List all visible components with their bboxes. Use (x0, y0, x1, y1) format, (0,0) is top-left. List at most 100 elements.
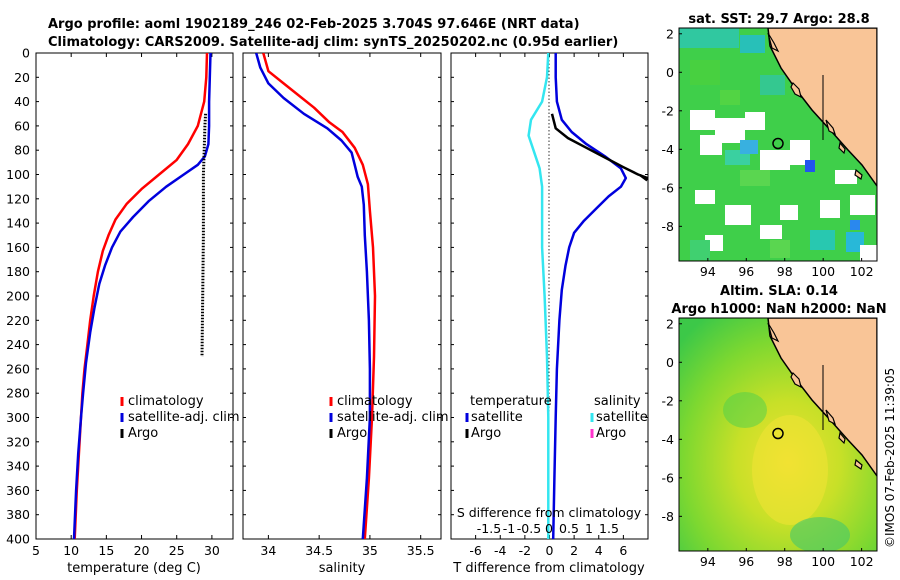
series-climatology (73, 53, 209, 539)
x-tick-label: 34 (260, 543, 276, 558)
sla-low-patch (723, 392, 767, 428)
depth-axis: 0 20 40 60 80 100 120 140 160 180 200 220 240 260 280 3… (6, 46, 648, 547)
series-s-satellite (527, 53, 550, 539)
depth-tick-label: 100 (6, 167, 30, 182)
depth-tick-label: 180 (6, 264, 30, 279)
sst-patch (760, 75, 785, 95)
lon-tick-label: 102 (850, 554, 874, 569)
sst-patch (805, 160, 815, 172)
s-diff-tick-label: 0 (545, 521, 553, 536)
lat-tick-label: -8 (662, 219, 675, 234)
x-tick-label: 10 (63, 543, 79, 558)
x-tick-label: 5 (32, 543, 40, 558)
lat-tick-label: 2 (666, 26, 674, 41)
difference-x-axis: -6 -4 -2 0 2 4 6 (469, 53, 627, 558)
lon-tick-label: 102 (850, 264, 874, 279)
island-pagai (854, 168, 863, 180)
island-sipora (838, 431, 846, 445)
x-tick-label: 34.5 (305, 543, 333, 558)
island-nias (790, 371, 802, 389)
argo-location-marker (772, 427, 784, 440)
depth-tick-label: 320 (6, 434, 30, 449)
series-t-satellite (551, 53, 628, 539)
sst-patch (770, 240, 790, 258)
s-difference-label: S difference from climatology (457, 505, 642, 520)
lon-tick-label: 100 (811, 554, 835, 569)
cloud-gap (745, 112, 765, 130)
cloud-gap (695, 190, 715, 204)
header-line-1: Argo profile: aoml 1902189_246 02-Feb-20… (48, 17, 580, 32)
depth-tick-label: 240 (6, 337, 30, 352)
sst-patch (810, 230, 835, 250)
sst-patch (740, 170, 770, 186)
depth-tick-label: 120 (6, 191, 30, 206)
depth-tick-label: 0 (22, 46, 30, 61)
island-siberut (825, 119, 837, 136)
legend-s-argo: Argo (596, 426, 626, 441)
lat-tick-label: -2 (662, 103, 674, 118)
lat-tick-label: -2 (662, 393, 674, 408)
x-tick-label: 20 (134, 543, 150, 558)
sst-patch (850, 220, 860, 230)
legend-satellite: satellite-adj. clim (128, 410, 240, 425)
sla-map-title-2: Argo h1000: NaN h2000: NaN (671, 302, 886, 317)
sst-patch (720, 90, 740, 105)
temperature-xlabel: temperature (deg C) (67, 561, 201, 576)
legend-argo: Argo (128, 426, 158, 441)
island-nias (790, 81, 802, 99)
depth-tick-label: 280 (6, 386, 30, 401)
sla-map (679, 318, 877, 551)
temperature-series (72, 53, 212, 539)
series-satellite-adj-clim (72, 53, 212, 539)
s-difference-ticks: -1.5 -1 -0.5 0 0.5 1 1.5 (477, 521, 619, 536)
lat-tick-label: -4 (662, 142, 675, 157)
lat-tick-label: 2 (666, 316, 674, 331)
argo-diff-overflow (639, 174, 649, 182)
sst-patch (740, 140, 758, 154)
lon-tick-label: 98 (777, 554, 793, 569)
lon-tick-label: 94 (700, 554, 716, 569)
depth-tick-label: 160 (6, 240, 30, 255)
island-pagai (854, 458, 863, 470)
cloud-gap (760, 225, 782, 239)
legend-climatology: climatology (128, 394, 204, 409)
lat-tick-label: -6 (662, 470, 675, 485)
depth-tick-label: 300 (6, 410, 30, 425)
x-tick-label: 35.5 (407, 543, 435, 558)
island-siberut (825, 409, 837, 426)
cloud-gap (790, 140, 810, 165)
depth-tick-label: 380 (6, 507, 30, 522)
x-tick-label: 2 (570, 543, 578, 558)
x-tick-label: -6 (469, 543, 482, 558)
sla-high-core (752, 415, 828, 525)
cloud-gap (690, 110, 715, 130)
salinity-x-axis: 34 34.5 35 35.5 (260, 53, 435, 558)
island-sipora (838, 141, 846, 155)
difference-series (527, 53, 648, 539)
legend-satellite: satellite-adj. clim (337, 410, 449, 425)
s-diff-tick-label: 1.5 (599, 521, 619, 536)
sst-patch (846, 232, 864, 252)
sst-patch (690, 60, 720, 85)
cloud-gap (820, 200, 840, 218)
legend-s-satellite: satellite (596, 410, 648, 425)
depth-tick-label: 140 (6, 216, 30, 231)
s-diff-tick-label: -1 (503, 521, 515, 536)
island-simeulue (767, 322, 780, 343)
x-tick-label: 0 (546, 543, 554, 558)
cloud-gap (760, 150, 790, 170)
depth-tick-label: 400 (6, 532, 30, 547)
legend-argo: Argo (337, 426, 367, 441)
sst-map-frame (678, 27, 878, 262)
salinity-legend: climatology satellite-adj. clim Argo (329, 394, 449, 441)
difference-legend: temperature salinity satellite Argo sate… (465, 394, 648, 441)
depth-tick-label: 80 (14, 143, 30, 158)
sst-map (679, 28, 877, 261)
x-tick-label: 6 (619, 543, 627, 558)
depth-tick-label: 20 (14, 70, 30, 85)
x-tick-label: 35 (362, 543, 378, 558)
series-climatology (262, 53, 377, 539)
lon-tick-label: 100 (811, 264, 835, 279)
cloud-gap (860, 245, 877, 261)
